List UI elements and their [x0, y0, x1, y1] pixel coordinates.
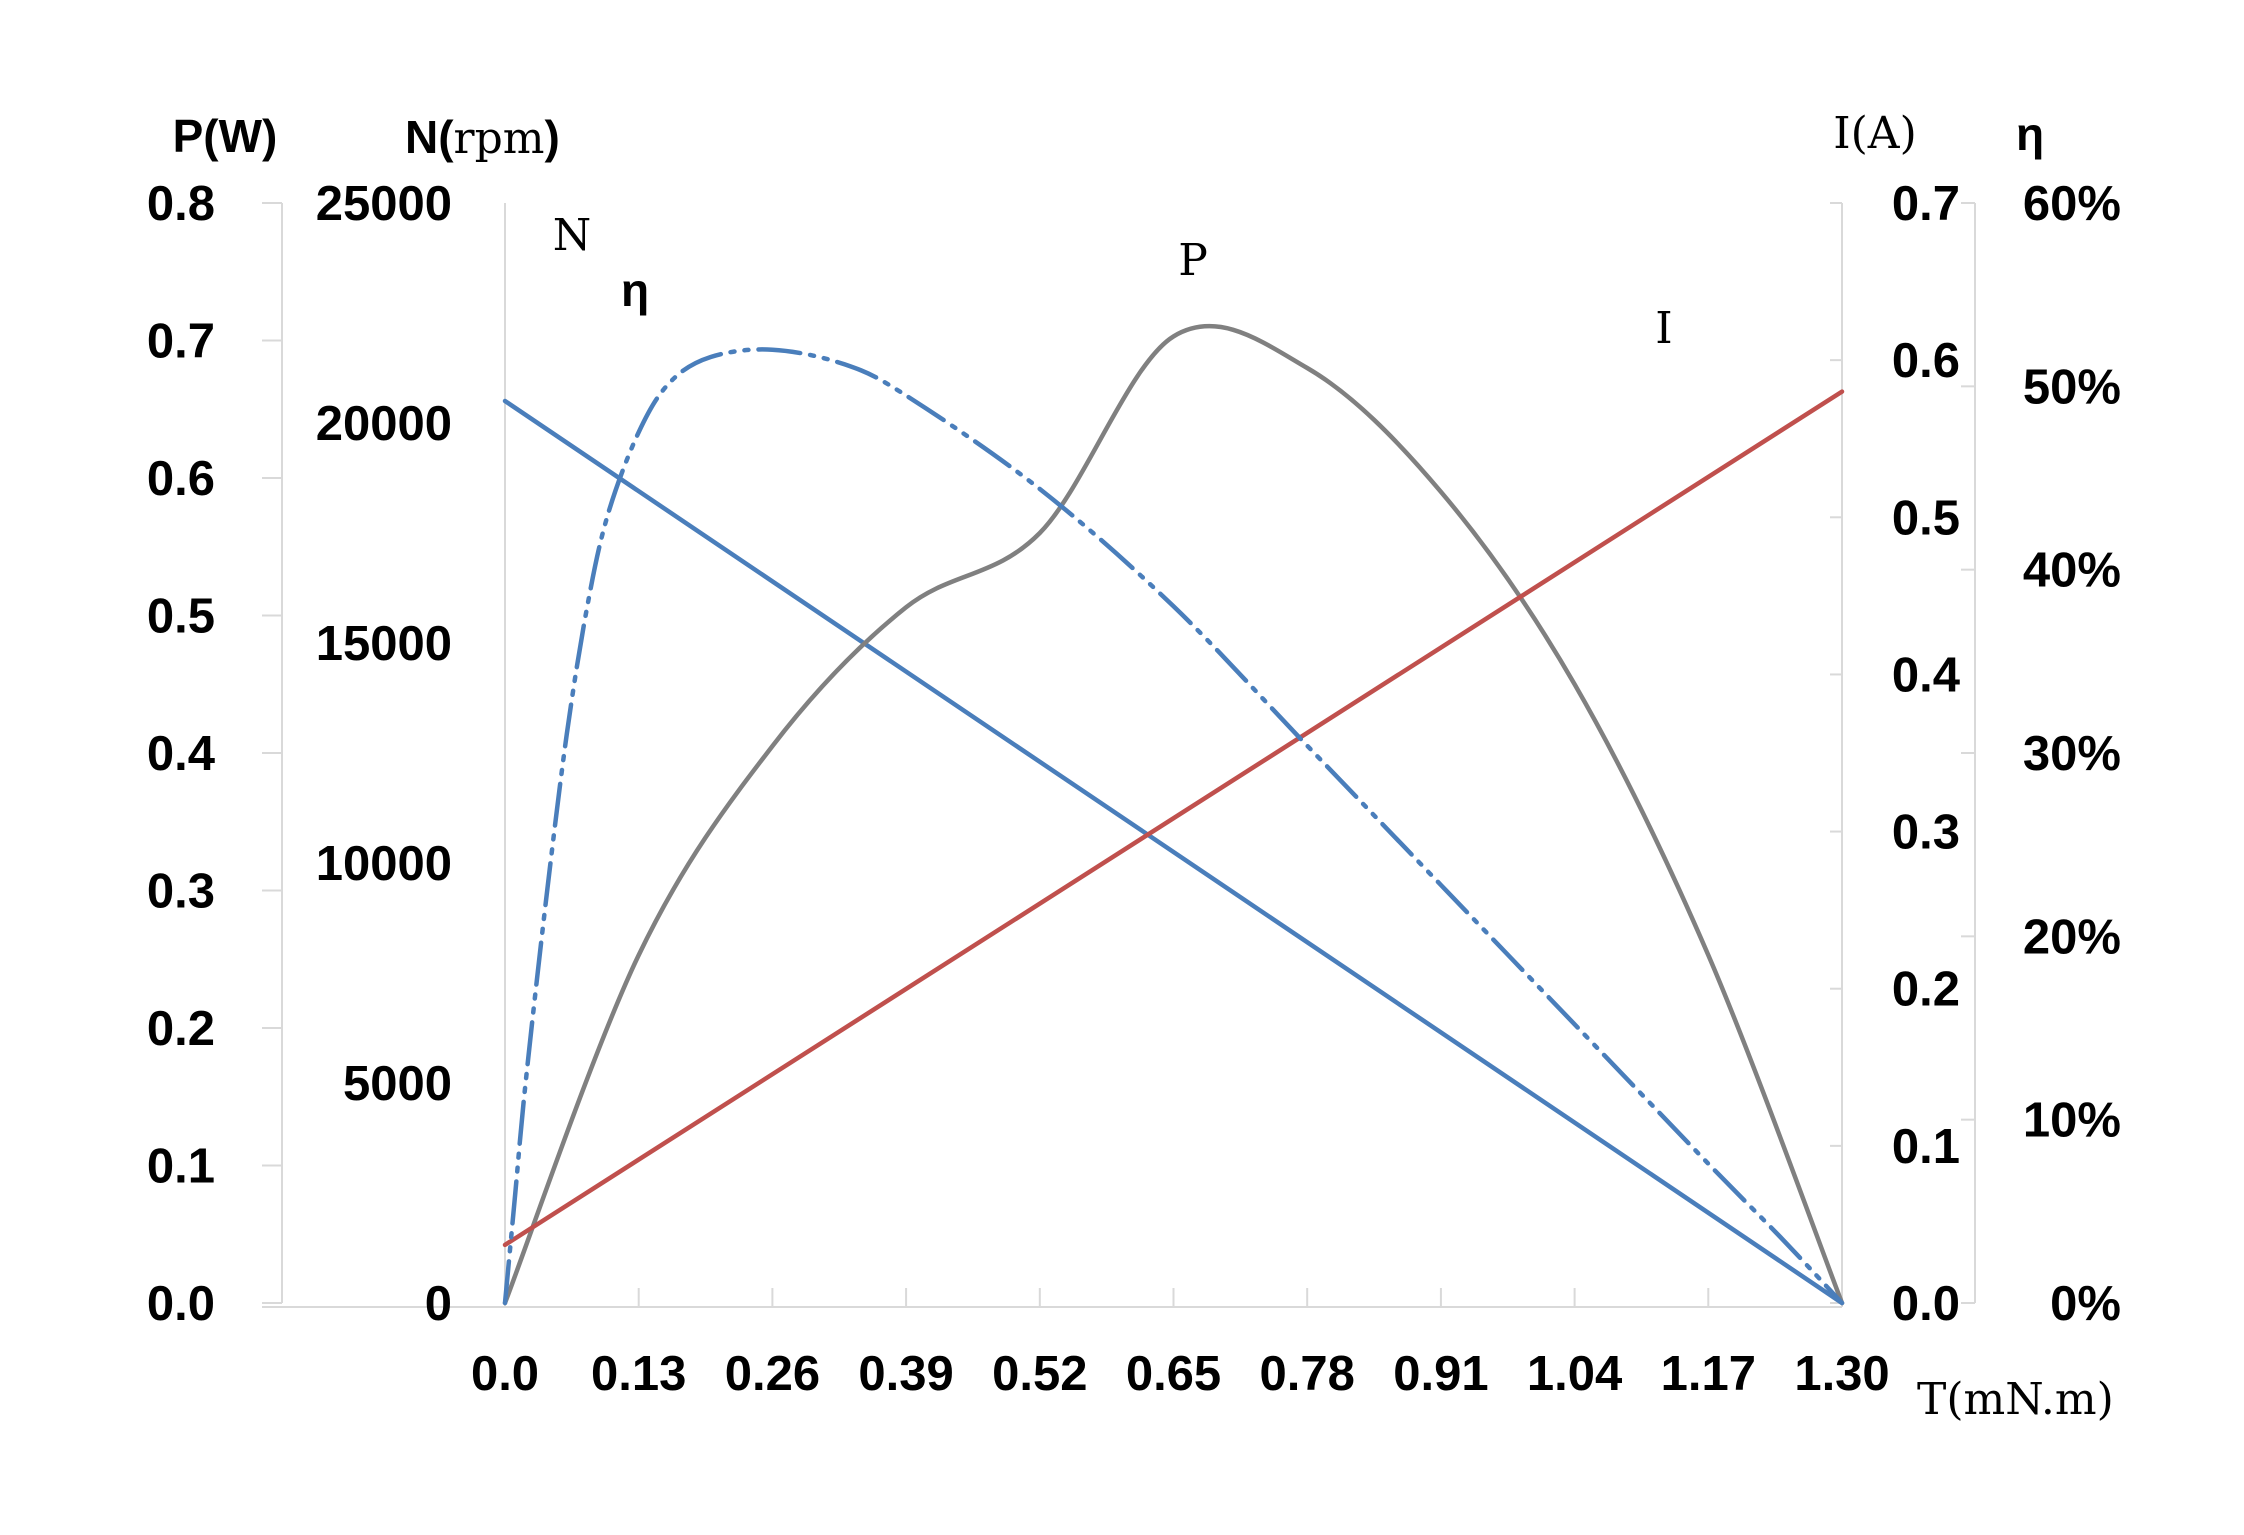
- power-tick-label: 0.6: [147, 452, 215, 506]
- speed-tick-label: 10000: [316, 837, 452, 891]
- current-tick-label: 0.2: [1892, 963, 1960, 1017]
- x-tick-label: 1.17: [1661, 1347, 1756, 1401]
- power-tick-label: 0.0: [147, 1277, 215, 1331]
- annotation-I: I: [1655, 303, 1672, 354]
- speed-axis-title: N(rpm): [405, 111, 560, 164]
- series-line-speed: [502, 398, 1845, 1306]
- x-tick-label: 0.65: [1126, 1347, 1221, 1401]
- efficiency-tick-label: 30%: [2023, 727, 2121, 781]
- power-tick-label: 0.8: [147, 177, 215, 231]
- speed-tick-label: 0: [425, 1277, 452, 1331]
- series-layer: [502, 323, 1845, 1306]
- x-tick-label: 0.91: [1393, 1347, 1488, 1401]
- x-axis-title: T(mN.m): [1917, 1374, 2114, 1425]
- speed-tick-label: 5000: [343, 1057, 452, 1111]
- speed-tick-label: 20000: [316, 397, 452, 451]
- annotation-N: N: [553, 210, 592, 261]
- power-tick-label: 0.5: [147, 590, 215, 644]
- current-tick-label: 0.5: [1892, 491, 1960, 545]
- power-tick-label: 0.1: [147, 1140, 215, 1194]
- x-tick-label: 0.26: [725, 1347, 820, 1401]
- x-tick-label: 0.52: [992, 1347, 1087, 1401]
- efficiency-tick-label: 50%: [2023, 360, 2121, 414]
- x-tick-label: 0.0: [471, 1347, 539, 1401]
- power-axis-title: P(W): [173, 110, 278, 162]
- efficiency-axis-title: η: [2016, 108, 2044, 160]
- efficiency-tick-label: 20%: [2023, 910, 2121, 964]
- tick-layer: 0.0 0.1 0.2 0.3 0.4 0.5 0.6 0.7 0.8 0 5000 10000 150…: [147, 177, 2121, 1401]
- current-tick-label: 0.6: [1892, 334, 1960, 388]
- current-tick-label: 0.7: [1892, 177, 1960, 231]
- speed-tick-label: 15000: [316, 617, 452, 671]
- series-line-efficiency: [502, 347, 1845, 1306]
- series-line-current: [502, 389, 1845, 1248]
- power-tick-label: 0.4: [147, 727, 215, 781]
- x-tick-label: 1.04: [1527, 1347, 1622, 1401]
- efficiency-tick-label: 10%: [2023, 1094, 2121, 1148]
- power-tick-label: 0.3: [147, 865, 215, 919]
- x-tick-label: 0.13: [591, 1347, 686, 1401]
- current-axis-title: I(A): [1833, 108, 1917, 159]
- x-tick-label: 1.30: [1794, 1347, 1889, 1401]
- power-tick-label: 0.7: [147, 315, 215, 369]
- efficiency-tick-label: 40%: [2023, 544, 2121, 598]
- efficiency-tick-label: 60%: [2023, 177, 2121, 231]
- annotation-eta: η: [621, 264, 649, 316]
- current-tick-label: 0.1: [1892, 1120, 1960, 1174]
- series-line-power: [502, 323, 1845, 1306]
- speed-tick-label: 25000: [316, 177, 452, 231]
- current-tick-label: 0.4: [1892, 648, 1960, 702]
- current-tick-label: 0.0: [1892, 1277, 1960, 1331]
- x-tick-label: 0.78: [1260, 1347, 1355, 1401]
- efficiency-tick-label: 0%: [2050, 1277, 2121, 1331]
- annotation-P: P: [1178, 235, 1208, 286]
- x-tick-label: 0.39: [858, 1347, 953, 1401]
- current-tick-label: 0.3: [1892, 806, 1960, 860]
- power-tick-label: 0.2: [147, 1002, 215, 1056]
